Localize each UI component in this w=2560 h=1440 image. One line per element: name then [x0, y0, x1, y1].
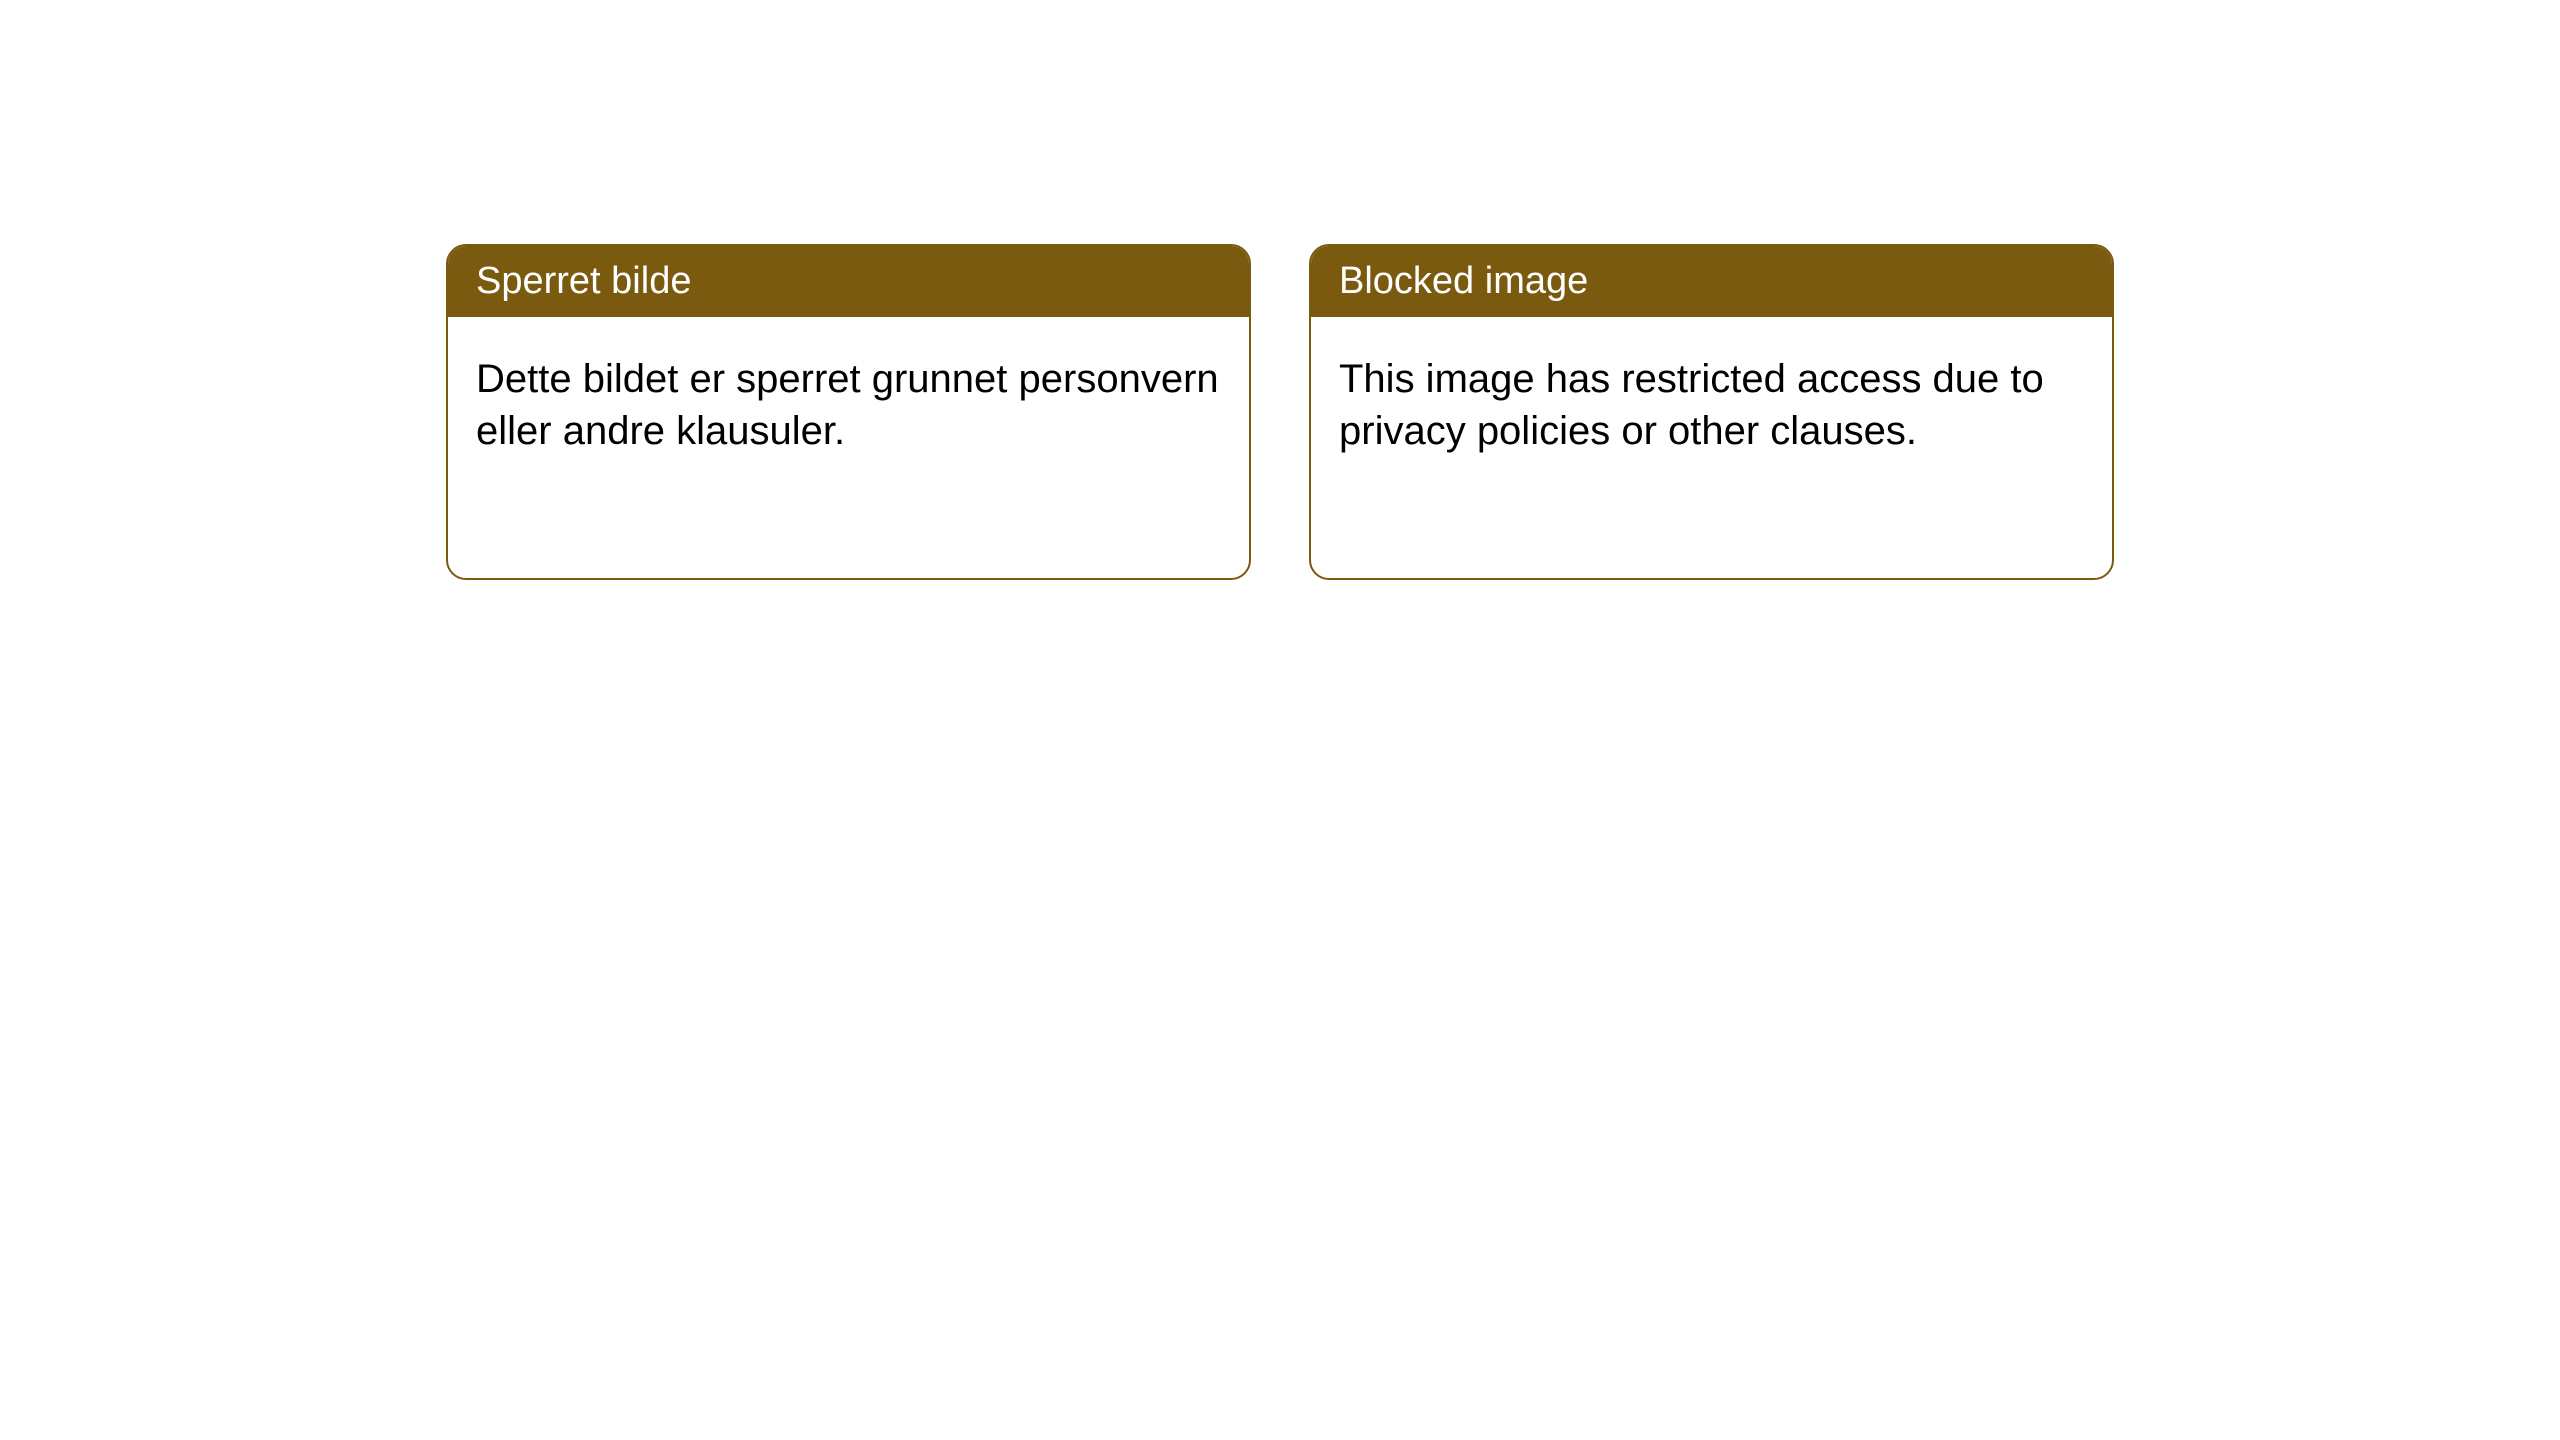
card-body: This image has restricted access due to … — [1311, 317, 2112, 493]
card-body: Dette bildet er sperret grunnet personve… — [448, 317, 1249, 493]
card-body-text: Dette bildet er sperret grunnet personve… — [476, 357, 1219, 453]
card-header: Sperret bilde — [448, 246, 1249, 317]
notice-container: Sperret bilde Dette bildet er sperret gr… — [446, 244, 2114, 580]
card-header: Blocked image — [1311, 246, 2112, 317]
blocked-image-card-english: Blocked image This image has restricted … — [1309, 244, 2114, 580]
card-header-text: Sperret bilde — [476, 260, 691, 302]
card-body-text: This image has restricted access due to … — [1339, 357, 2044, 453]
blocked-image-card-norwegian: Sperret bilde Dette bildet er sperret gr… — [446, 244, 1251, 580]
card-header-text: Blocked image — [1339, 260, 1588, 302]
